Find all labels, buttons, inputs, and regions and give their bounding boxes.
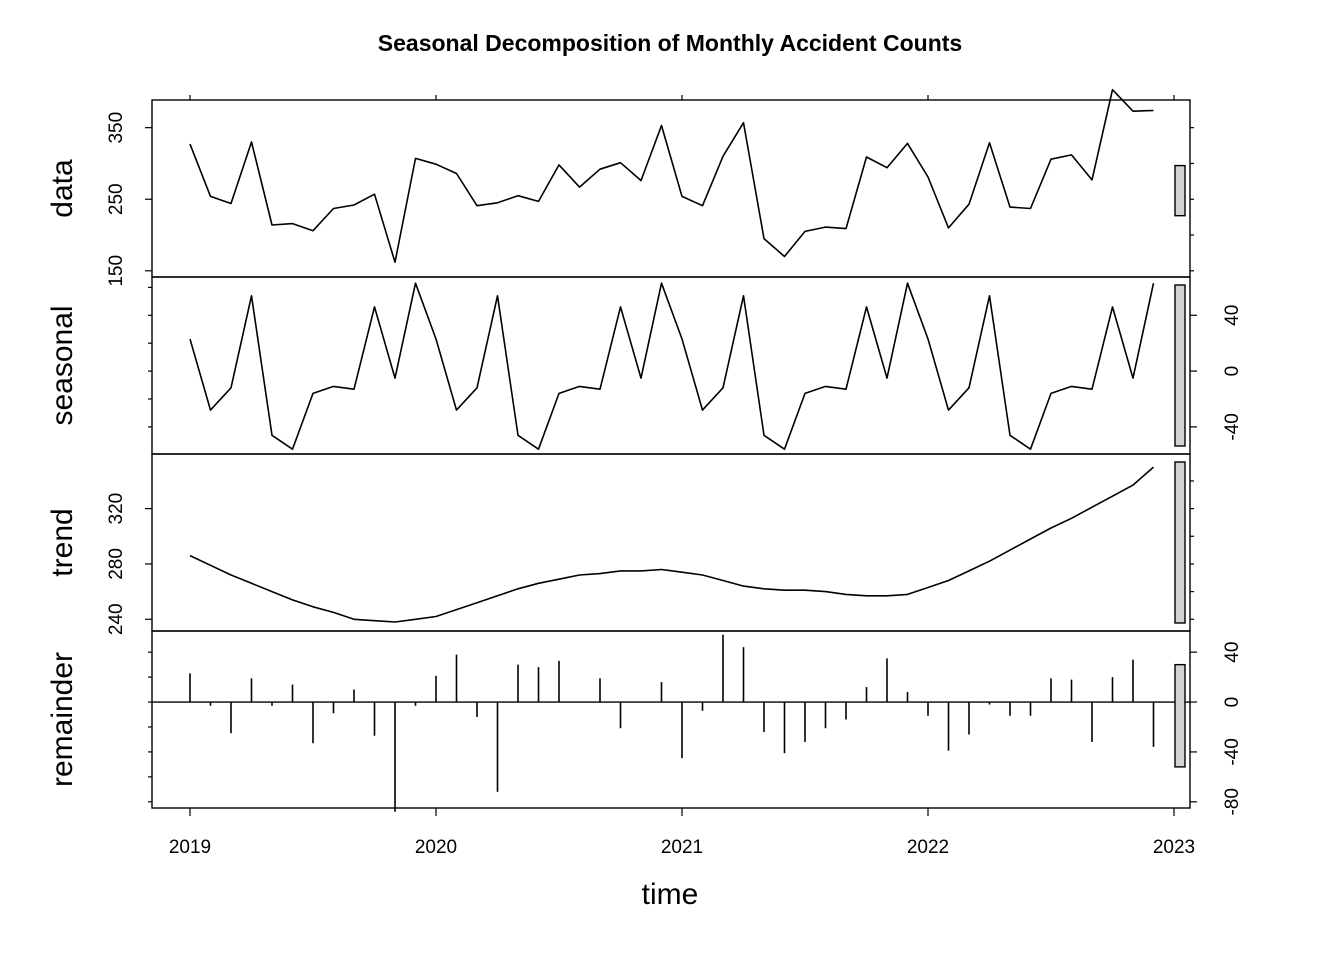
data-ytick-label: 350: [106, 112, 127, 144]
seasonal-ytick-label: 40: [1222, 305, 1243, 326]
chart-title: Seasonal Decomposition of Monthly Accide…: [378, 30, 962, 56]
data-panel-frame: [151, 99, 1191, 278]
time-axis: 2019 2020 2021 2022 2023: [169, 95, 1195, 858]
x-tick-label: 2021: [661, 837, 703, 858]
seasonal-range-bar: [1174, 284, 1186, 447]
trend-series-line: [189, 466, 1155, 623]
x-tick-label: 2023: [1153, 837, 1195, 858]
seasonal-panel-frame: [151, 276, 1191, 455]
data-ytick-label: 250: [106, 183, 127, 215]
remainder-range-bar: [1174, 663, 1186, 768]
panel-trend: trend 240 280 320: [46, 453, 1194, 635]
x-tick-label: 2022: [907, 837, 949, 858]
trend-range-bar: [1174, 461, 1186, 624]
x-axis-label: time: [642, 878, 699, 911]
remainder-ytick-label: -40: [1222, 738, 1243, 765]
seasonal-axis-label: seasonal: [46, 305, 79, 425]
trend-ytick-label: 240: [106, 603, 127, 635]
panel-remainder: remainder -80 -40 0 40: [46, 630, 1243, 816]
panel-seasonal: seasonal -40 0 40: [46, 276, 1243, 455]
trend-ytick-label: 280: [106, 548, 127, 580]
data-series-line: [189, 88, 1154, 263]
remainder-axis-label: remainder: [46, 652, 79, 787]
remainder-ytick-label: 0: [1222, 697, 1243, 708]
decomposition-panels: data 150 250 350 seasonal -40 0 40 trend 240 280 32…: [46, 88, 1243, 816]
x-tick-label: 2020: [415, 837, 457, 858]
remainder-ytick-label: -80: [1222, 788, 1243, 815]
trend-axis-label: trend: [46, 508, 79, 576]
data-ytick-label: 150: [106, 255, 127, 287]
panel-data: data 150 250 350: [46, 88, 1194, 287]
data-range-bar: [1174, 164, 1186, 217]
trend-ytick-label: 320: [106, 493, 127, 525]
x-tick-label: 2019: [169, 837, 211, 858]
seasonal-series-line: [189, 282, 1155, 450]
seasonal-ytick-label: 0: [1222, 366, 1243, 377]
data-axis-label: data: [46, 159, 79, 218]
seasonal-ytick-label: -40: [1222, 413, 1243, 440]
remainder-ytick-label: 40: [1222, 642, 1243, 663]
remainder-panel-frame: [151, 630, 1191, 809]
